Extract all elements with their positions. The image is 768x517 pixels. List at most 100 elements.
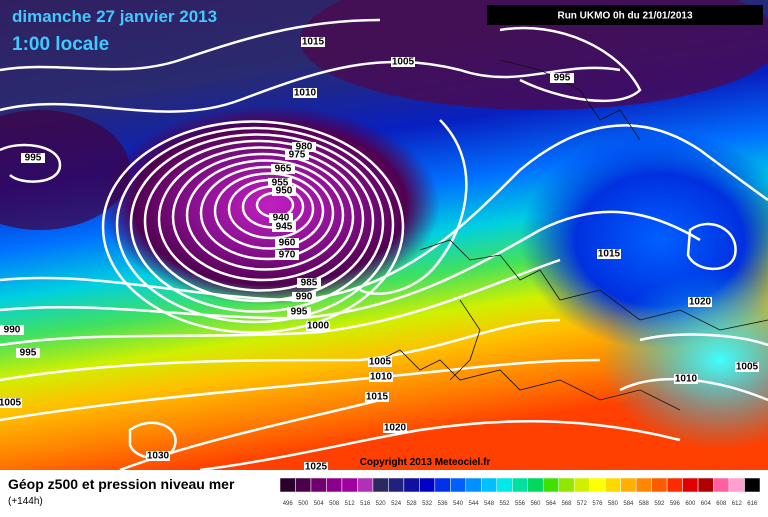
colorbar-label: 584 [623,501,634,507]
isobar-label-bg [301,37,325,47]
isobar-label: 1005 [736,362,759,373]
isobar-label-bg [16,348,40,358]
isobar [115,126,395,324]
isobar-label: 1020 [384,423,407,434]
colorbar-label: 564 [546,501,557,507]
isobar-label: 995 [554,73,571,84]
colorbar-label: 572 [577,501,588,507]
isobar [128,421,177,460]
isobar-label: 950 [276,186,293,197]
isobar-label-bg [297,278,321,288]
isobar-label: 1005 [392,57,415,68]
colorbar-label: 576 [592,501,603,507]
isobar [639,333,768,347]
colorbar-swatch [697,477,714,493]
isobar-label: 1015 [598,249,621,260]
isobar [499,26,642,103]
map-background [0,0,768,470]
isobar [171,152,355,282]
footer-title: Géop z500 et pression niveau mer [8,476,235,492]
colorbar-swatch [450,477,467,493]
isobar [213,172,325,250]
colorbar-swatch [635,477,652,493]
isobar-label-bg [306,321,330,331]
colorbar-swatch [728,477,745,493]
isobar [0,258,561,347]
colorbar-label: 512 [345,501,356,507]
isobar-label: 1020 [689,297,712,308]
isobar-label-bg [269,213,293,223]
colorbar-label: 540 [453,501,464,507]
isobar-label: 960 [279,238,296,249]
isobar-label: 1025 [305,462,328,473]
colorbar-swatch [357,477,374,493]
isobar-label-bg [275,250,299,260]
colorbar-swatch [713,477,730,493]
colorbar-label: 616 [747,501,758,507]
isobar-label-bg [292,142,316,152]
colorbar-swatch [542,477,559,493]
date-title: dimanche 27 janvier 2013 [12,7,217,26]
isobar-label-bg [369,372,393,382]
isobar-label: 995 [20,348,37,359]
isobar-label-bg [146,451,170,461]
isobar [157,146,365,292]
isobar-label: 975 [289,150,306,161]
isobar-label-bg [383,423,407,433]
isobar-label-bg [391,57,415,67]
isobar [0,210,701,320]
local-time: 1:00 locale [12,34,109,55]
isobar-label-bg [304,462,328,472]
isobar-label: 955 [272,178,289,189]
coastlines [379,59,768,411]
isobar-label-bg [550,73,574,83]
colorbar-swatch [589,477,606,493]
isobar-label-bg [272,222,296,232]
colorbar-label: 520 [376,501,387,507]
isobar [359,119,468,295]
isobar-label: 940 [273,213,290,224]
isobar-label-bg [365,392,389,402]
isobar-label: 945 [276,222,293,233]
colorbar-label: 528 [407,501,418,507]
colorbar-swatch [295,477,312,493]
isobar-label: 1005 [369,357,392,368]
colorbar-label: 604 [701,501,712,507]
isobar-label: 990 [4,325,21,336]
isobar-label-bg [293,88,317,98]
isobar-label-bg [268,178,292,188]
colorbar-swatch [651,477,668,493]
colorbar-swatch [620,477,637,493]
isobar-label-bg [292,292,316,302]
colorbar-swatch [434,477,451,493]
isobar-label: 1000 [307,321,330,332]
isobar-label: 1015 [366,392,389,403]
colorbar-label: 596 [670,501,681,507]
colorbar-label: 508 [329,501,340,507]
isobar [686,222,737,271]
run-box [487,5,763,25]
colorbar-swatch [372,477,389,493]
isobar-label-bg [275,238,299,248]
colorbar-swatch [512,477,528,493]
colorbar-label: 556 [515,501,526,507]
isobar-label: 965 [275,164,292,175]
isobar [0,358,601,422]
colorbar-label: 548 [484,501,495,507]
colorbar-swatch [388,477,405,493]
run-info: Run UKMO 0h du 21/01/2013 [557,11,692,22]
colorbar-label: 524 [391,501,402,507]
isobar [199,165,335,261]
isobar-label: 1010 [294,88,317,99]
colorbar-swatch [279,477,296,493]
isobar-label: 1010 [675,374,698,385]
isobar-label-bg [674,374,698,384]
isobar-label-bg [272,186,296,196]
colorbar-label: 560 [530,501,541,507]
isobar-label-bg [287,307,311,317]
colorbar-label: 532 [422,501,433,507]
isobar-label-bg [271,164,295,174]
isobar-label: 1015 [302,37,325,48]
isobar-label-bg [735,362,759,372]
